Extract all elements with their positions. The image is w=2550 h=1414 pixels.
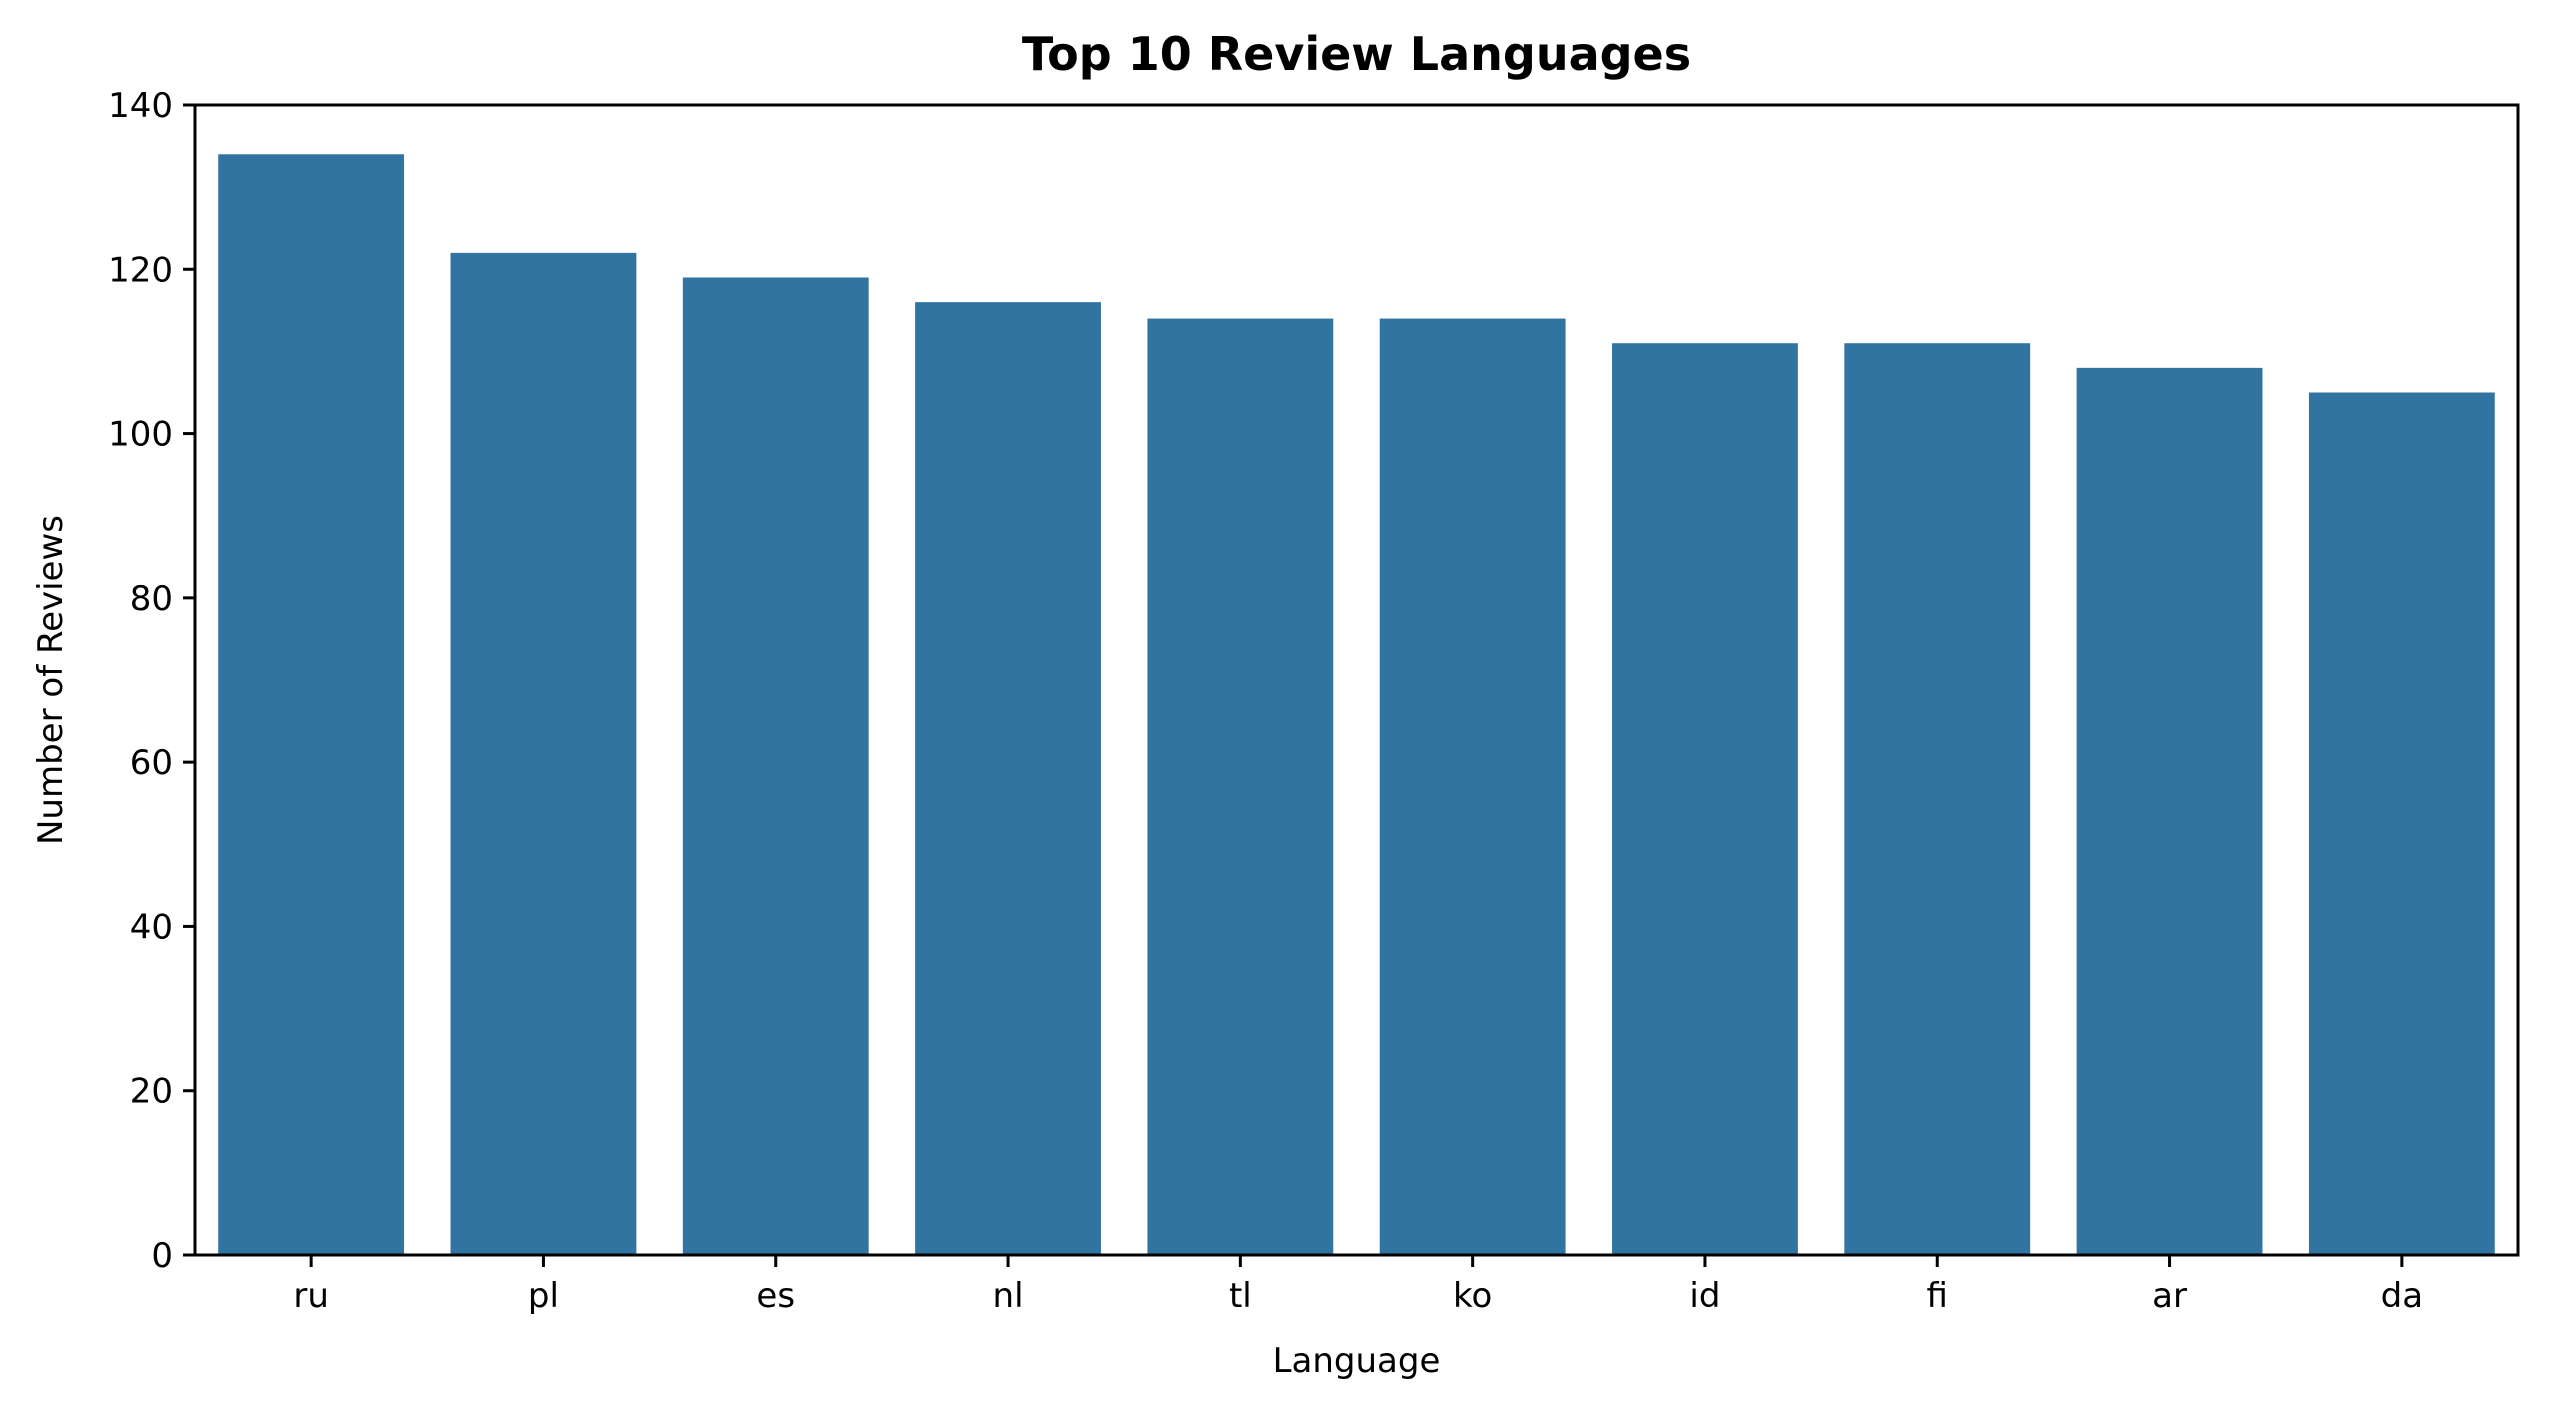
x-axis-label: Language xyxy=(1273,1341,1441,1381)
bar-pl xyxy=(450,252,637,1255)
y-axis-label: Number of Reviews xyxy=(31,515,71,845)
bars-group xyxy=(218,154,2495,1256)
bar-tl xyxy=(1147,318,1334,1256)
x-tick-label: ko xyxy=(1453,1276,1492,1316)
bar-da xyxy=(2308,392,2495,1255)
bar-es xyxy=(682,277,869,1255)
bar-ru xyxy=(218,154,405,1255)
bar-ar xyxy=(2076,367,2263,1255)
x-tick-label: nl xyxy=(993,1276,1024,1316)
y-tick-label: 100 xyxy=(108,415,173,455)
y-tick-label: 60 xyxy=(130,743,173,783)
x-tick-label: da xyxy=(2381,1276,2423,1316)
plot-frame xyxy=(193,103,2520,1257)
y-tick-label: 140 xyxy=(108,86,173,126)
y-tick-label: 40 xyxy=(130,907,173,947)
y-tick-label: 80 xyxy=(130,579,173,619)
x-tick-label: pl xyxy=(528,1276,559,1316)
x-tick-label: es xyxy=(756,1276,795,1316)
x-tick-label: id xyxy=(1689,1276,1720,1316)
y-axis-ticks: 0 20 40 60 80 100 120 140 xyxy=(108,86,195,1276)
x-tick-label: fi xyxy=(1927,1276,1948,1316)
x-tick-label: ru xyxy=(293,1276,329,1316)
bar-ko xyxy=(1379,318,1566,1256)
y-tick-label: 120 xyxy=(108,250,173,290)
x-tick-label: ar xyxy=(2152,1276,2187,1316)
bar-fi xyxy=(1844,343,2031,1255)
x-axis-ticks: ru pl es nl tl ko id fi ar da xyxy=(293,1255,2423,1316)
y-tick-label: 20 xyxy=(130,1072,173,1112)
y-tick-label: 0 xyxy=(151,1236,173,1276)
chart-title: Top 10 Review Languages xyxy=(1022,27,1691,81)
bar-nl xyxy=(915,302,1101,1256)
x-tick-label: tl xyxy=(1229,1276,1252,1316)
bar-id xyxy=(1612,343,1798,1255)
